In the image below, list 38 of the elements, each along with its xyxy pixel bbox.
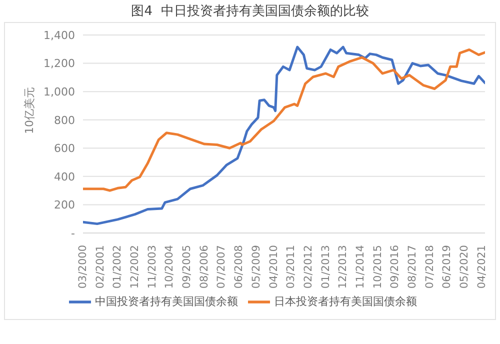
y-tick-label: 600 — [54, 142, 75, 156]
y-tick-label: - — [71, 226, 76, 240]
legend-label: 日本投资者持有美国国债余额 — [274, 295, 417, 308]
x-tick-label: 09/2016 — [389, 244, 402, 289]
x-tick-label: 05/2009 — [250, 245, 262, 289]
x-tick-label: 08/2006 — [198, 244, 210, 289]
chart-title: 图4 中日投资者持有美国国债余额的比较 — [130, 3, 370, 20]
x-tick-label: 10/2015 — [372, 245, 384, 289]
legend-label: 中国投资者持有美国国债余额 — [95, 295, 238, 308]
x-tick-label: 07/2018 — [424, 245, 436, 289]
x-tick-label: 01/2002 — [112, 245, 124, 289]
x-tick-label: 04/2021 — [476, 245, 488, 289]
x-tick-label: 04/2010 — [268, 245, 280, 289]
x-tick-label: 02/2001 — [94, 245, 106, 289]
x-tick-label: 03/2000 — [77, 245, 89, 289]
y-tick-label: 1,400 — [44, 28, 75, 42]
y-tick-label: 800 — [54, 114, 75, 127]
x-tick-label: 01/2013 — [320, 245, 332, 289]
x-tick-label: 03/2011 — [285, 245, 298, 289]
x-tick-label: 02/2012 — [302, 245, 314, 289]
x-tick-label: 10/2004 — [164, 244, 176, 289]
x-tick-label: 06/2019 — [441, 245, 454, 289]
x-tick-label: 09/2005 — [181, 245, 194, 289]
y-tick-label: 1,200 — [44, 57, 75, 70]
x-tick-label: 12/2013 — [337, 245, 350, 289]
x-tick-label: 06/2008 — [233, 245, 246, 289]
x-tick-label: 08/2017 — [406, 245, 418, 289]
y-tick-label: 200 — [54, 198, 75, 212]
line-series — [83, 46, 485, 226]
x-tick-label: 12/2002 — [129, 245, 142, 289]
y-tick-label: 1,000 — [44, 85, 75, 98]
y-tick-label: 400 — [54, 170, 75, 184]
x-tick-label: 11/2003 — [146, 245, 158, 289]
y-axis-title: 10亿美元 — [22, 87, 36, 134]
x-tick-label: 05/2020 — [458, 245, 471, 289]
x-tick-label: 07/2007 — [216, 245, 228, 289]
x-tick-label: 11/2014 — [354, 244, 366, 289]
line-series — [83, 48, 485, 192]
